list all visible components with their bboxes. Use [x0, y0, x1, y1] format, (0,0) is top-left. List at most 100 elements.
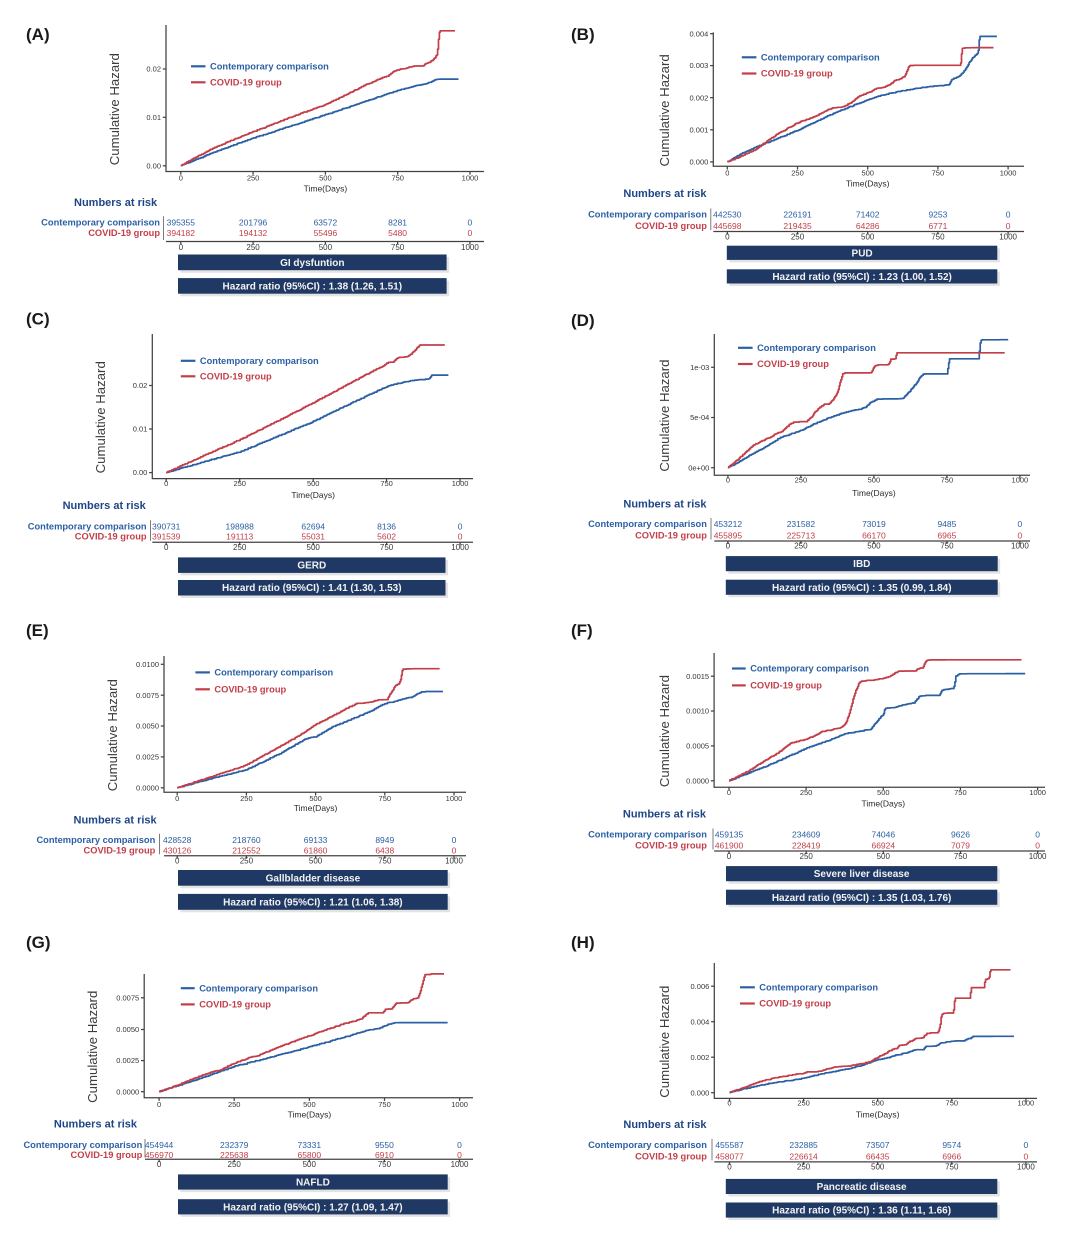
svg-text:0: 0 — [452, 835, 457, 845]
svg-text:500: 500 — [319, 243, 333, 252]
svg-text:750: 750 — [932, 168, 945, 177]
svg-text:0.0100: 0.0100 — [136, 660, 159, 669]
svg-text:IBD: IBD — [853, 559, 870, 570]
svg-text:1000: 1000 — [451, 1160, 469, 1169]
svg-text:750: 750 — [380, 479, 393, 488]
svg-text:55031: 55031 — [301, 532, 325, 542]
svg-text:73019: 73019 — [862, 519, 886, 529]
svg-text:395355: 395355 — [167, 218, 196, 228]
svg-text:GERD: GERD — [297, 561, 326, 572]
svg-text:250: 250 — [240, 857, 254, 866]
svg-text:445698: 445698 — [713, 221, 742, 231]
svg-text:500: 500 — [309, 794, 322, 803]
svg-text:0: 0 — [179, 243, 184, 252]
svg-text:0.0025: 0.0025 — [116, 1056, 139, 1065]
svg-text:750: 750 — [391, 243, 405, 252]
svg-text:73331: 73331 — [297, 1140, 321, 1150]
svg-text:1000: 1000 — [1017, 1163, 1035, 1172]
svg-text:9253: 9253 — [928, 210, 947, 220]
svg-text:198988: 198988 — [226, 522, 255, 532]
svg-text:0: 0 — [726, 542, 731, 551]
svg-text:250: 250 — [800, 788, 813, 797]
svg-text:750: 750 — [378, 1160, 392, 1169]
svg-text:Hazard ratio (95%CI) : 1.27 (1: Hazard ratio (95%CI) : 1.27 (1.09, 1.47) — [223, 1202, 403, 1213]
svg-text:55496: 55496 — [314, 228, 338, 238]
svg-text:Contemporary comparison: Contemporary comparison — [41, 218, 160, 228]
svg-text:219435: 219435 — [783, 221, 812, 231]
svg-text:1e-03: 1e-03 — [690, 363, 709, 372]
svg-text:0.0075: 0.0075 — [116, 993, 139, 1002]
svg-text:1000: 1000 — [462, 174, 479, 183]
svg-text:COVID-19 group: COVID-19 group — [214, 685, 286, 695]
svg-text:9485: 9485 — [937, 519, 956, 529]
svg-text:428528: 428528 — [163, 835, 192, 845]
svg-text:750: 750 — [941, 476, 954, 485]
svg-text:250: 250 — [795, 476, 808, 485]
svg-text:Time(Days): Time(Days) — [856, 1109, 900, 1119]
svg-text:(G): (G) — [26, 933, 51, 952]
svg-text:500: 500 — [871, 1163, 885, 1172]
svg-text:Hazard ratio (95%CI) : 1.35 (0: Hazard ratio (95%CI) : 1.35 (0.99, 1.84) — [772, 583, 952, 594]
svg-text:0: 0 — [179, 174, 183, 183]
svg-text:250: 250 — [247, 174, 260, 183]
svg-text:Hazard ratio (95%CI) : 1.21 (1: Hazard ratio (95%CI) : 1.21 (1.06, 1.38) — [223, 897, 403, 908]
svg-text:COVID-19 group: COVID-19 group — [750, 681, 822, 691]
svg-text:Cumulative Hazard: Cumulative Hazard — [93, 361, 108, 473]
svg-text:0.0000: 0.0000 — [686, 776, 709, 785]
svg-text:0.0050: 0.0050 — [116, 1025, 139, 1034]
svg-text:1000: 1000 — [452, 479, 469, 488]
svg-text:(D): (D) — [571, 311, 595, 330]
svg-text:Contemporary comparison: Contemporary comparison — [761, 53, 880, 63]
svg-text:442530: 442530 — [713, 210, 742, 220]
svg-text:0.004: 0.004 — [691, 1017, 710, 1026]
svg-text:1000: 1000 — [999, 232, 1017, 241]
svg-text:191113: 191113 — [226, 532, 253, 542]
svg-text:232885: 232885 — [789, 1140, 818, 1150]
svg-text:Severe liver disease: Severe liver disease — [814, 869, 910, 880]
svg-text:500: 500 — [309, 857, 323, 866]
svg-text:0.00: 0.00 — [133, 468, 148, 477]
svg-text:Cumulative Hazard: Cumulative Hazard — [85, 991, 100, 1103]
svg-text:0: 0 — [157, 1160, 162, 1169]
svg-text:0.0050: 0.0050 — [136, 722, 159, 731]
svg-text:Hazard ratio (95%CI) : 1.36 (1: Hazard ratio (95%CI) : 1.36 (1.11, 1.66) — [772, 1206, 951, 1217]
svg-text:500: 500 — [867, 542, 881, 551]
svg-text:(F): (F) — [571, 621, 593, 640]
svg-text:750: 750 — [945, 1163, 959, 1172]
svg-text:COVID-19 group: COVID-19 group — [635, 841, 707, 851]
svg-text:250: 250 — [233, 543, 247, 552]
svg-text:(C): (C) — [26, 310, 50, 329]
svg-text:0.001: 0.001 — [690, 125, 709, 134]
svg-text:Time(Days): Time(Days) — [291, 490, 335, 500]
svg-text:1000: 1000 — [1029, 788, 1046, 797]
svg-text:430126: 430126 — [163, 846, 192, 856]
svg-text:6966: 6966 — [942, 1152, 961, 1162]
svg-text:Numbers at risk: Numbers at risk — [74, 814, 158, 826]
svg-text:COVID-19 group: COVID-19 group — [88, 228, 160, 238]
svg-text:9550: 9550 — [375, 1140, 394, 1150]
svg-text:500: 500 — [871, 1099, 884, 1108]
svg-text:0.02: 0.02 — [133, 381, 148, 390]
svg-text:0.003: 0.003 — [690, 61, 709, 70]
svg-text:0: 0 — [452, 846, 457, 856]
svg-text:750: 750 — [954, 788, 967, 797]
svg-text:500: 500 — [877, 788, 890, 797]
svg-text:6438: 6438 — [375, 846, 394, 856]
svg-text:0.000: 0.000 — [690, 158, 709, 167]
svg-text:COVID-19 group: COVID-19 group — [759, 999, 831, 1009]
svg-text:71402: 71402 — [856, 210, 880, 220]
svg-text:0.0000: 0.0000 — [136, 783, 159, 792]
svg-text:(H): (H) — [571, 933, 595, 952]
svg-text:66170: 66170 — [862, 531, 886, 541]
svg-text:8136: 8136 — [377, 522, 396, 532]
svg-text:65800: 65800 — [297, 1150, 321, 1160]
svg-text:6771: 6771 — [928, 221, 947, 231]
svg-text:Contemporary comparison: Contemporary comparison — [210, 62, 329, 72]
svg-text:391539: 391539 — [152, 532, 181, 542]
svg-text:Contemporary comparison: Contemporary comparison — [757, 343, 876, 353]
svg-text:1000: 1000 — [451, 1100, 468, 1109]
svg-text:250: 250 — [797, 1163, 811, 1172]
svg-text:250: 250 — [800, 852, 814, 861]
svg-text:250: 250 — [240, 794, 253, 803]
svg-text:232379: 232379 — [220, 1140, 249, 1150]
